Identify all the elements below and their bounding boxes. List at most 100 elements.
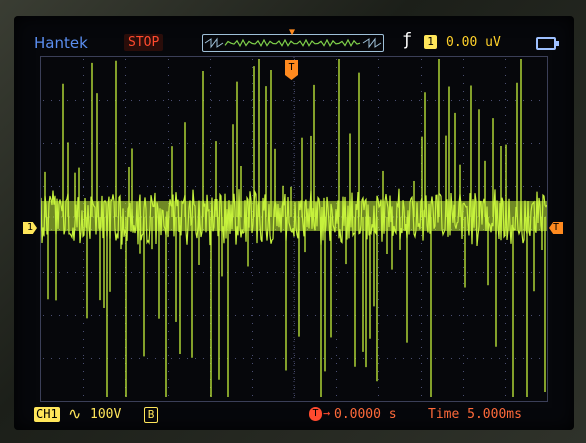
grid-dot <box>395 315 396 316</box>
volts-per-division[interactable]: 100V <box>90 407 122 422</box>
grid-dot <box>475 100 476 101</box>
grid-dot <box>336 91 337 92</box>
grid-dot <box>267 186 268 187</box>
grid-dot <box>336 387 337 388</box>
grid-dot <box>378 75 379 76</box>
grid-dot <box>163 100 164 101</box>
grid-dot <box>283 143 284 144</box>
grid-dot <box>336 315 337 316</box>
grid-dot <box>252 379 253 380</box>
grid-dot <box>387 272 388 273</box>
grid-dot <box>43 272 44 273</box>
grid-dot <box>336 307 337 308</box>
grid-dot <box>403 186 404 187</box>
grid-dot <box>252 163 253 164</box>
grid-dot <box>505 395 506 396</box>
grid-dot <box>421 331 422 332</box>
waveform-display[interactable] <box>40 56 548 402</box>
grid-dot <box>294 387 295 388</box>
grid-dot <box>347 143 348 144</box>
grid-dot <box>179 186 180 187</box>
grid-dot <box>499 143 500 144</box>
grid-dot <box>531 186 532 187</box>
grid-dot <box>387 186 388 187</box>
grid-dot <box>125 59 126 60</box>
grid-dot <box>83 272 84 273</box>
grid-dot <box>323 358 324 359</box>
grid-dot <box>252 315 253 316</box>
channel-1-badge[interactable]: CH1 <box>34 407 60 422</box>
grid-dot <box>210 179 211 180</box>
memory-overview-bar[interactable] <box>202 34 384 52</box>
grid-dot <box>421 267 422 268</box>
grid-dot <box>147 272 148 273</box>
timebase-readout[interactable]: Time 5.000ms <box>428 407 522 422</box>
channel-1-ground-marker[interactable]: 1 <box>23 222 37 234</box>
grid-dot <box>99 186 100 187</box>
grid-dot <box>363 186 364 187</box>
grid-dot <box>168 251 169 252</box>
grid-dot <box>179 358 180 359</box>
grid-dot <box>505 107 506 108</box>
grid-dot <box>294 267 295 268</box>
grid-dot <box>83 363 84 364</box>
grid-dot <box>210 59 211 60</box>
trigger-channel-badge[interactable]: 1 <box>424 35 437 49</box>
grid-dot <box>294 371 295 372</box>
grid-dot <box>168 291 169 292</box>
grid-dot <box>403 315 404 316</box>
grid-dot <box>155 143 156 144</box>
trigger-level-marker[interactable]: T <box>549 222 563 234</box>
grid-dot <box>483 358 484 359</box>
grid-dot <box>505 75 506 76</box>
grid-dot <box>459 272 460 273</box>
grid-dot <box>505 243 506 244</box>
grid-dot <box>125 123 126 124</box>
trigger-position-marker[interactable]: T <box>285 60 298 80</box>
grid-dot <box>421 363 422 364</box>
grid-dot <box>378 107 379 108</box>
grid-dot <box>323 143 324 144</box>
grid-dot <box>210 75 211 76</box>
grid-dot <box>505 307 506 308</box>
grid-dot <box>195 358 196 359</box>
grid-dot <box>210 155 211 156</box>
grid-dot <box>123 358 124 359</box>
grid-dot <box>275 100 276 101</box>
rising-edge-icon[interactable]: ƒ <box>402 30 413 50</box>
bandwidth-limit-badge[interactable]: B <box>144 407 158 423</box>
grid-dot <box>139 100 140 101</box>
grid-dot <box>336 275 337 276</box>
grid-dot <box>99 143 100 144</box>
grid-dot <box>463 163 464 164</box>
grid-dot <box>123 186 124 187</box>
grid-dot <box>539 272 540 273</box>
grid-dot <box>491 315 492 316</box>
grid-dot <box>336 267 337 268</box>
grid-dot <box>123 315 124 316</box>
grid-dot <box>259 358 260 359</box>
grid-dot <box>75 315 76 316</box>
grid-dot <box>125 75 126 76</box>
grid-dot <box>115 315 116 316</box>
grid-dot <box>378 139 379 140</box>
grid-dot <box>294 299 295 300</box>
grid-dot <box>252 83 253 84</box>
grid-dot <box>347 358 348 359</box>
grid-dot <box>125 131 126 132</box>
grid-dot <box>403 358 404 359</box>
grid-dot <box>379 315 380 316</box>
grid-dot <box>294 363 295 364</box>
grid-dot <box>294 163 295 164</box>
grid-dot <box>107 186 108 187</box>
trigger-offset-readout[interactable]: 0.0000 s <box>334 407 397 422</box>
grid-dot <box>463 355 464 356</box>
grid-dot <box>168 107 169 108</box>
trigger-arrow-icon: → <box>323 406 331 420</box>
grid-dot <box>227 100 228 101</box>
run-stop-indicator[interactable]: STOP <box>124 34 164 51</box>
grid-dot <box>363 100 364 101</box>
grid-dot <box>291 100 292 101</box>
grid-dot <box>83 163 84 164</box>
grid-dot <box>435 358 436 359</box>
